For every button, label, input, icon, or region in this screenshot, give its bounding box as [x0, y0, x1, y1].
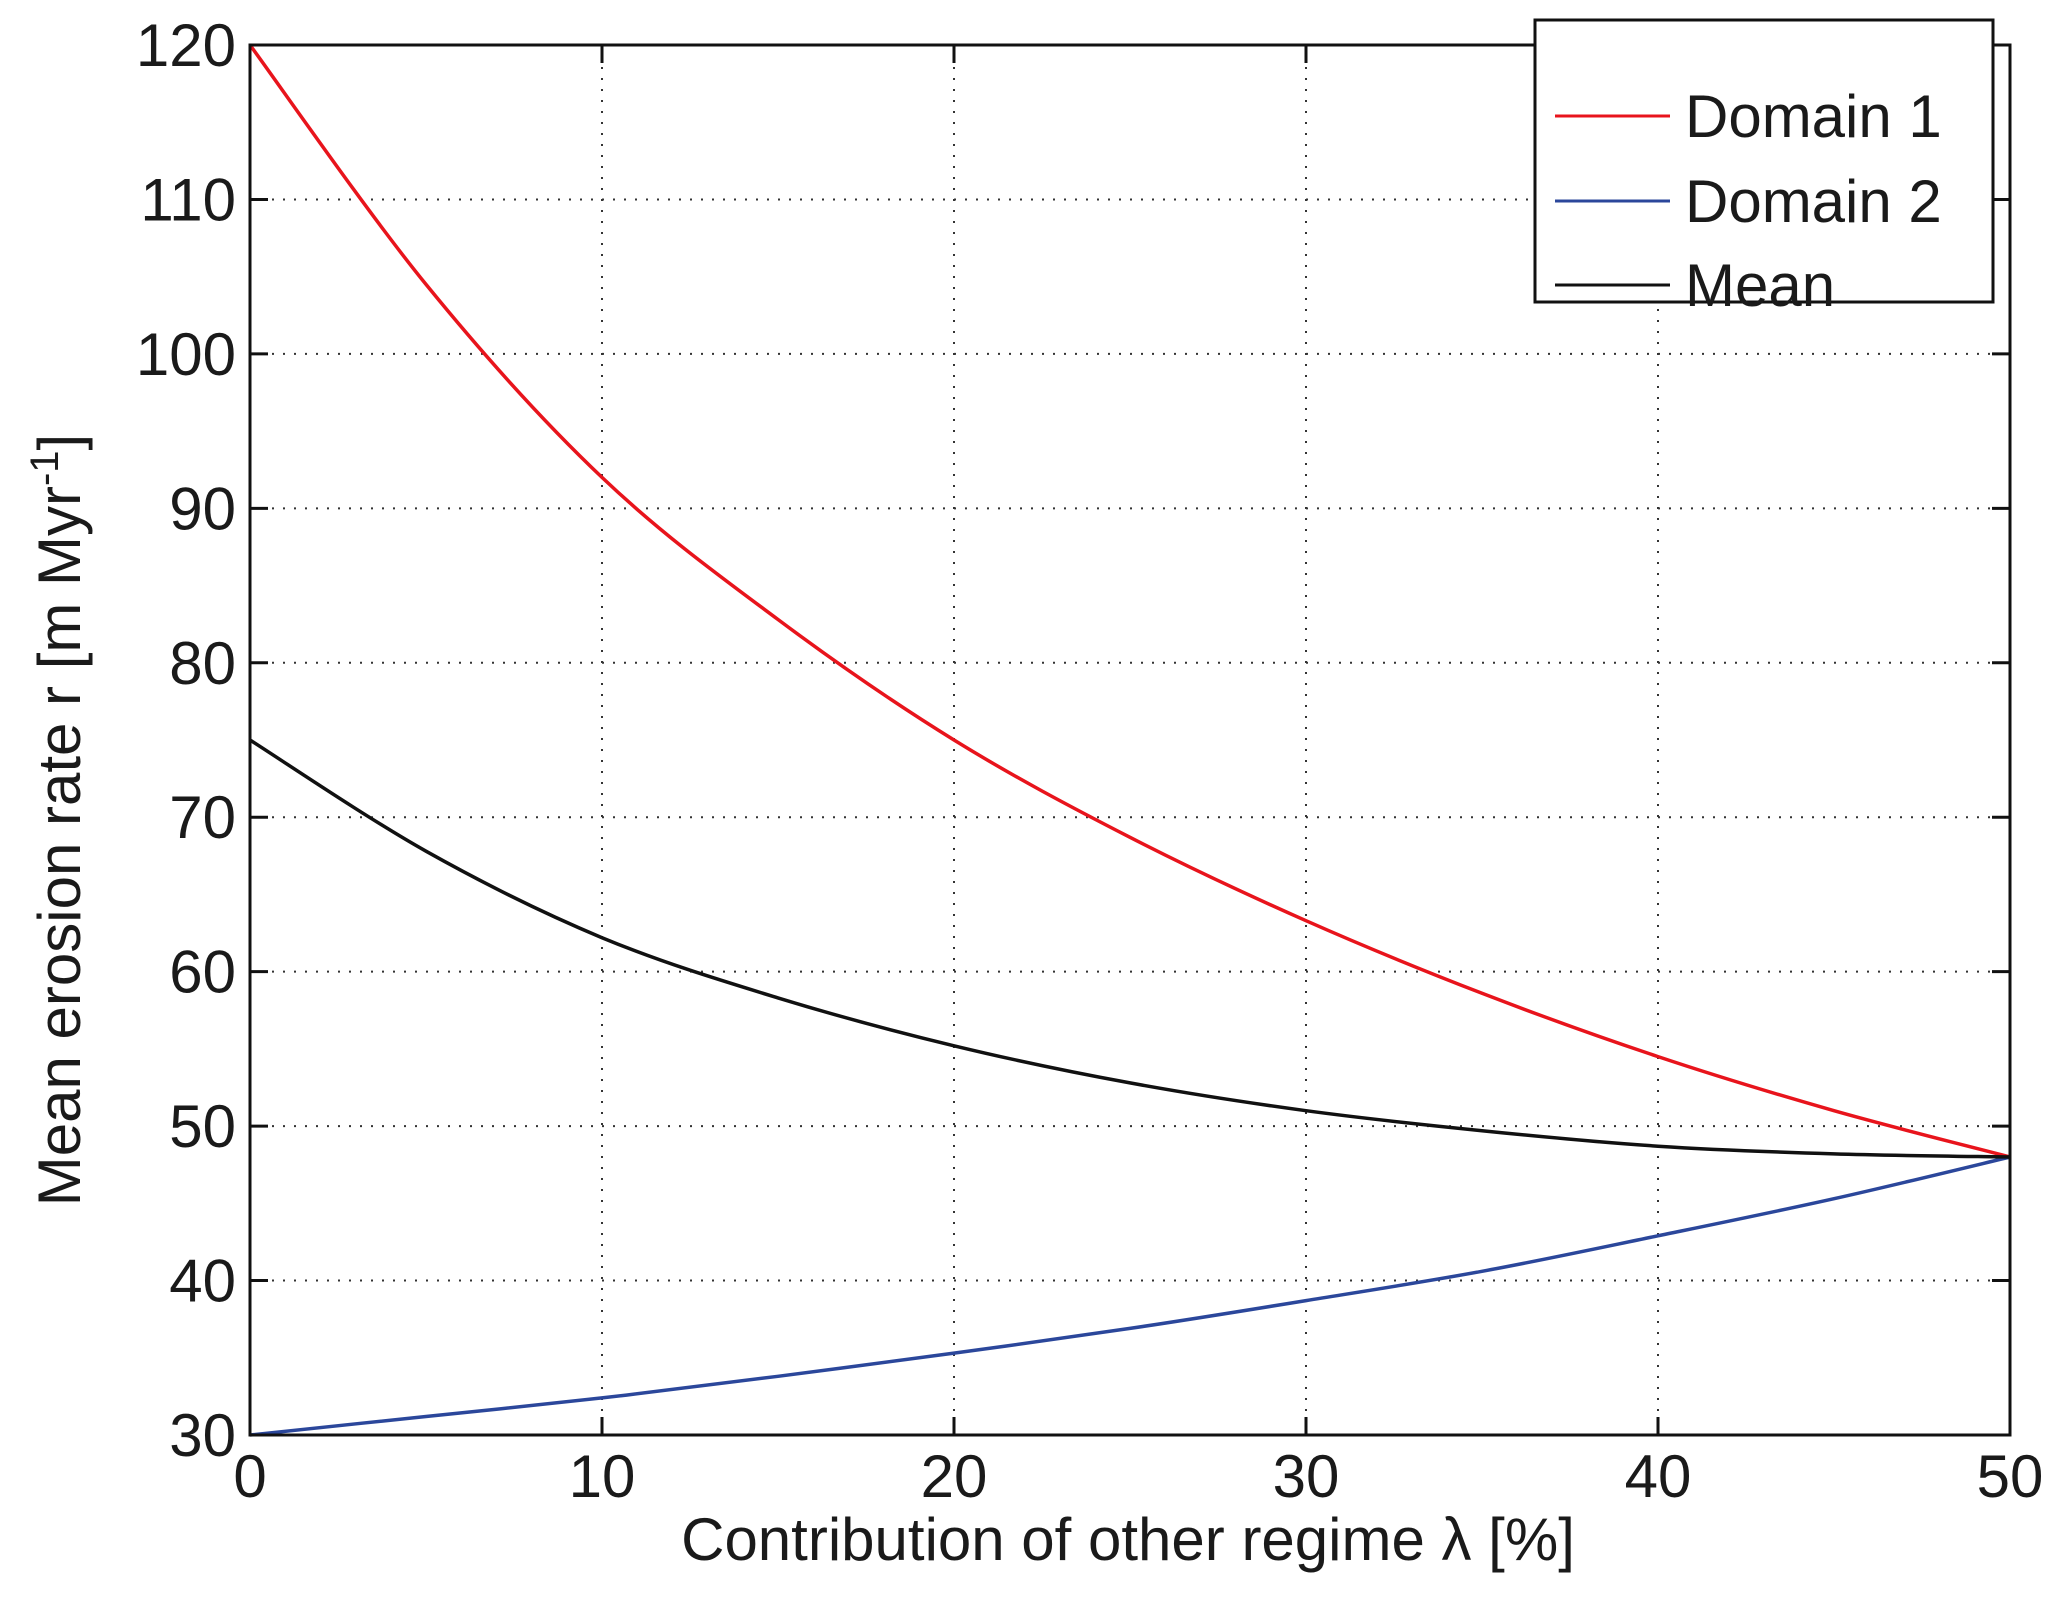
y-tick-label: 100 — [136, 321, 236, 388]
x-tick-label: 10 — [569, 1443, 636, 1510]
y-tick-label: 40 — [169, 1248, 236, 1315]
y-tick-label: 30 — [169, 1402, 236, 1469]
x-tick-label: 40 — [1625, 1443, 1692, 1510]
legend-label-domain-2: Domain 2 — [1685, 168, 1942, 235]
y-axis-label-superscript: -1 — [23, 450, 67, 486]
x-tick-label: 30 — [1273, 1443, 1340, 1510]
legend: Domain 1 Domain 2 Mean — [1533, 18, 1995, 319]
x-axis-label: Contribution of other regime λ [%] — [681, 1506, 1575, 1573]
y-axis-label: Mean erosion rate r [m Myr-1] — [23, 434, 93, 1206]
y-tick-label: 80 — [169, 630, 236, 697]
y-axis-label-end: ] — [26, 434, 93, 451]
x-tick-label: 0 — [233, 1443, 266, 1510]
y-tick-label: 90 — [169, 475, 236, 542]
series-line-mean — [249, 738, 2011, 1159]
legend-label-domain-1: Domain 1 — [1685, 83, 1942, 150]
plot-frame — [248, 43, 2012, 1437]
y-tick-label: 50 — [169, 1093, 236, 1160]
y-axis-label-main: Mean erosion rate r [m Myr — [26, 486, 93, 1206]
tick-marks — [248, 43, 2012, 1437]
legend-box — [1533, 18, 1995, 304]
y-tick-label: 70 — [169, 784, 236, 851]
x-tick-label: 50 — [1977, 1443, 2044, 1510]
series-line-domain-1 — [248, 43, 2011, 1159]
series-line-domain-2 — [249, 1155, 2011, 1437]
y-tick-label: 60 — [169, 939, 236, 1006]
tick-labels: 0 10 20 30 40 50 30 40 50 60 70 80 90 100 110 120 — [136, 12, 2043, 1510]
y-tick-label: 120 — [136, 12, 236, 79]
legend-label-mean: Mean — [1685, 252, 1835, 319]
y-tick-label: 110 — [140, 166, 236, 233]
series-layer — [248, 43, 2011, 1437]
x-tick-label: 20 — [921, 1443, 988, 1510]
